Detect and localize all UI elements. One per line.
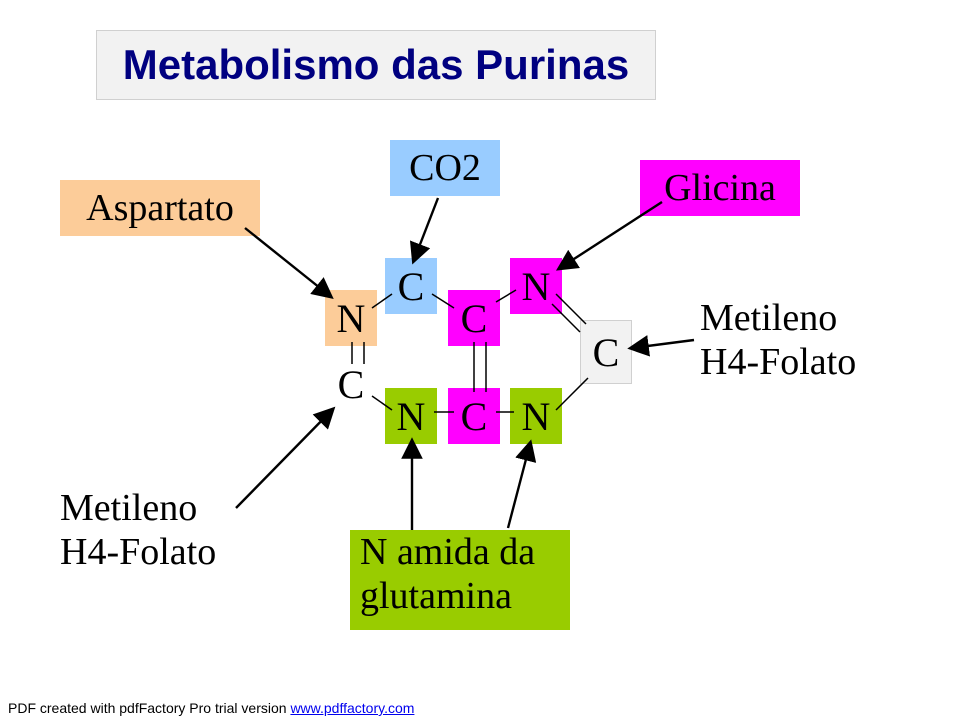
label-metileno-right: Metileno H4-Folato xyxy=(700,290,910,390)
atom-n-top-left-letter: N xyxy=(337,295,366,342)
diagram-stage: Metabolismo das Purinas Aspartato CO2 Gl… xyxy=(0,0,960,720)
atom-c-right-letter: C xyxy=(593,329,620,376)
atom-c-top: C xyxy=(385,258,437,314)
atom-c-right: C xyxy=(580,320,632,384)
pdf-footer-link[interactable]: www.pdffactory.com xyxy=(290,700,414,716)
atom-c-bottom-left-letter: C xyxy=(338,361,365,408)
atom-c-top-letter: C xyxy=(398,263,425,310)
slide-title-text: Metabolismo das Purinas xyxy=(123,41,629,89)
atom-c-mid-letter: C xyxy=(461,295,488,342)
label-glicina: Glicina xyxy=(640,160,800,216)
label-glutamina-line2: glutamina xyxy=(360,574,512,618)
label-glicina-text: Glicina xyxy=(664,166,776,210)
label-glutamina-line1: N amida da xyxy=(360,530,535,574)
label-co2-text: CO2 xyxy=(409,146,481,190)
atom-c-mid: C xyxy=(448,290,500,346)
label-aspartato: Aspartato xyxy=(60,180,260,236)
label-metileno-right-line1: Metileno xyxy=(700,296,837,340)
pdf-footer-text: PDF created with pdfFactory Pro trial ve… xyxy=(8,700,290,716)
atom-c-bottom-mid: C xyxy=(448,388,500,444)
label-metileno-left-line2: H4-Folato xyxy=(60,530,216,574)
label-metileno-right-line2: H4-Folato xyxy=(700,340,856,384)
atom-n-top-right-letter: N xyxy=(522,263,551,310)
label-co2: CO2 xyxy=(390,140,500,196)
atom-c-bottom-left: C xyxy=(325,356,377,412)
slide-title: Metabolismo das Purinas xyxy=(96,30,656,100)
atom-n-bottom-right: N xyxy=(510,388,562,444)
atom-n-bottom-letter: N xyxy=(397,393,426,440)
label-metileno-left: Metileno H4-Folato xyxy=(60,480,270,580)
label-metileno-left-line1: Metileno xyxy=(60,486,197,530)
label-glutamina: N amida da glutamina xyxy=(350,530,570,630)
atom-n-top-left: N xyxy=(325,290,377,346)
atom-c-bottom-mid-letter: C xyxy=(461,393,488,440)
atom-n-bottom-right-letter: N xyxy=(522,393,551,440)
label-aspartato-text: Aspartato xyxy=(86,186,234,230)
atom-n-bottom: N xyxy=(385,388,437,444)
pdf-footer: PDF created with pdfFactory Pro trial ve… xyxy=(8,700,414,716)
atom-n-top-right: N xyxy=(510,258,562,314)
